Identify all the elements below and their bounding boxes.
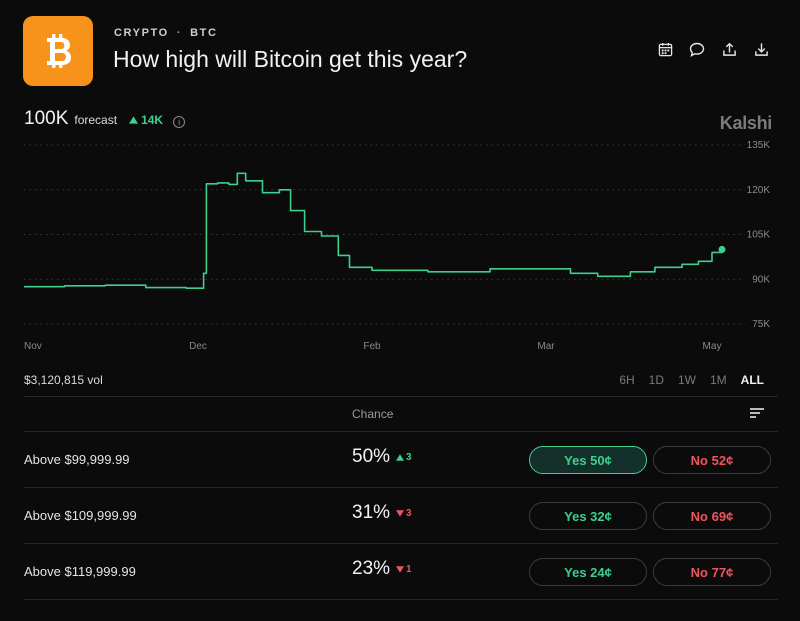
- triangle-down-icon: [396, 565, 405, 573]
- divider: [24, 487, 778, 488]
- page-title: How high will Bitcoin get this year?: [113, 46, 468, 72]
- market-name: Above $109,999.99: [24, 508, 137, 523]
- range-6h[interactable]: 6H: [619, 373, 635, 387]
- forecast-value: 100K: [24, 108, 69, 129]
- x-tick-label: Nov: [24, 341, 42, 352]
- comment-button[interactable]: [688, 40, 706, 58]
- buy-yes-button[interactable]: Yes 32¢: [529, 502, 647, 530]
- forecast-label: forecast: [74, 113, 118, 127]
- divider: [24, 543, 778, 544]
- chance-column-header: Chance: [352, 407, 394, 421]
- market-chance: 23% 1: [352, 558, 412, 580]
- info-icon[interactable]: i: [173, 116, 186, 128]
- chance-value: 23%: [352, 558, 391, 579]
- buy-yes-button[interactable]: Yes 24¢: [529, 558, 647, 586]
- market-row[interactable]: Above $119,999.99 23% 1 Yes 24¢ No 77¢: [24, 544, 778, 600]
- chance-change: 1: [396, 564, 412, 575]
- share-icon: [722, 42, 736, 56]
- chance-change-value: 3: [406, 507, 412, 519]
- download-icon: [754, 42, 768, 56]
- triangle-up-icon: [396, 453, 405, 461]
- chance-change-value: 1: [406, 563, 412, 575]
- category-breadcrumb: CRYPTO · BTC: [114, 27, 218, 39]
- triangle-up-icon: [129, 116, 139, 124]
- sort-icon: [750, 408, 764, 418]
- category-label[interactable]: CRYPTO: [114, 27, 169, 39]
- sort-button[interactable]: [750, 406, 764, 418]
- forecast-series-line: [24, 172, 723, 289]
- current-value-marker: [718, 245, 726, 253]
- chance-value: 50%: [352, 446, 391, 467]
- forecast-delta-value: 14K: [141, 113, 164, 127]
- market-row[interactable]: Above $109,999.99 31% 3 Yes 32¢ No 69¢: [24, 488, 778, 544]
- y-tick-label: 90K: [752, 274, 770, 285]
- brand-logo: Kalshi: [719, 113, 773, 133]
- range-1w[interactable]: 1W: [678, 373, 696, 387]
- chance-value: 31%: [352, 502, 391, 523]
- comment-icon: [689, 42, 705, 57]
- buy-no-button[interactable]: No 77¢: [653, 558, 771, 586]
- bitcoin-icon: [47, 34, 71, 68]
- chance-change: 3: [396, 508, 412, 519]
- divider: [24, 599, 778, 600]
- buy-no-button[interactable]: No 52¢: [653, 446, 771, 474]
- market-chance: 50% 3: [352, 446, 412, 468]
- forecast-summary: 100K forecast 14K i: [24, 108, 186, 130]
- share-button[interactable]: [720, 40, 738, 58]
- time-range-selector: 6H 1D 1W 1M ALL: [619, 373, 764, 387]
- range-1m[interactable]: 1M: [710, 373, 727, 387]
- y-tick-label: 135K: [747, 140, 771, 151]
- y-tick-label: 105K: [747, 230, 771, 241]
- buy-no-button[interactable]: No 69¢: [653, 502, 771, 530]
- divider: [24, 396, 778, 397]
- market-row[interactable]: Above $99,999.99 50% 3 Yes 50¢ No 52¢: [24, 432, 778, 488]
- calendar-button[interactable]: [656, 40, 674, 58]
- calendar-icon: [658, 42, 672, 56]
- divider: [24, 431, 778, 432]
- bitcoin-logo: [23, 16, 93, 86]
- header-toolbar: [656, 40, 770, 58]
- range-all[interactable]: ALL: [740, 373, 764, 387]
- y-tick-label: 120K: [747, 185, 771, 196]
- x-tick-label: Mar: [537, 341, 555, 352]
- ticker-label[interactable]: BTC: [190, 27, 218, 39]
- y-tick-label: 75K: [752, 319, 770, 330]
- chance-change: 3: [396, 452, 412, 463]
- market-chance: 31% 3: [352, 502, 412, 524]
- chance-change-value: 3: [406, 451, 412, 463]
- buy-yes-button[interactable]: Yes 50¢: [529, 446, 647, 474]
- volume-label: $3,120,815 vol: [24, 373, 103, 387]
- forecast-chart[interactable]: 135K 120K 105K 90K 75K Nov Dec Feb Mar May: [0, 138, 800, 358]
- forecast-chart-svg[interactable]: 135K 120K 105K 90K 75K Nov Dec Feb Mar May: [0, 138, 800, 358]
- breadcrumb-separator: ·: [176, 27, 183, 39]
- x-tick-label: Dec: [189, 341, 207, 352]
- x-tick-label: Feb: [363, 341, 381, 352]
- market-name: Above $99,999.99: [24, 452, 130, 467]
- download-button[interactable]: [752, 40, 770, 58]
- market-name: Above $119,999.99: [24, 564, 136, 579]
- range-1d[interactable]: 1D: [648, 373, 664, 387]
- triangle-down-icon: [396, 509, 405, 517]
- forecast-delta: 14K: [129, 113, 163, 127]
- x-tick-label: May: [703, 341, 722, 352]
